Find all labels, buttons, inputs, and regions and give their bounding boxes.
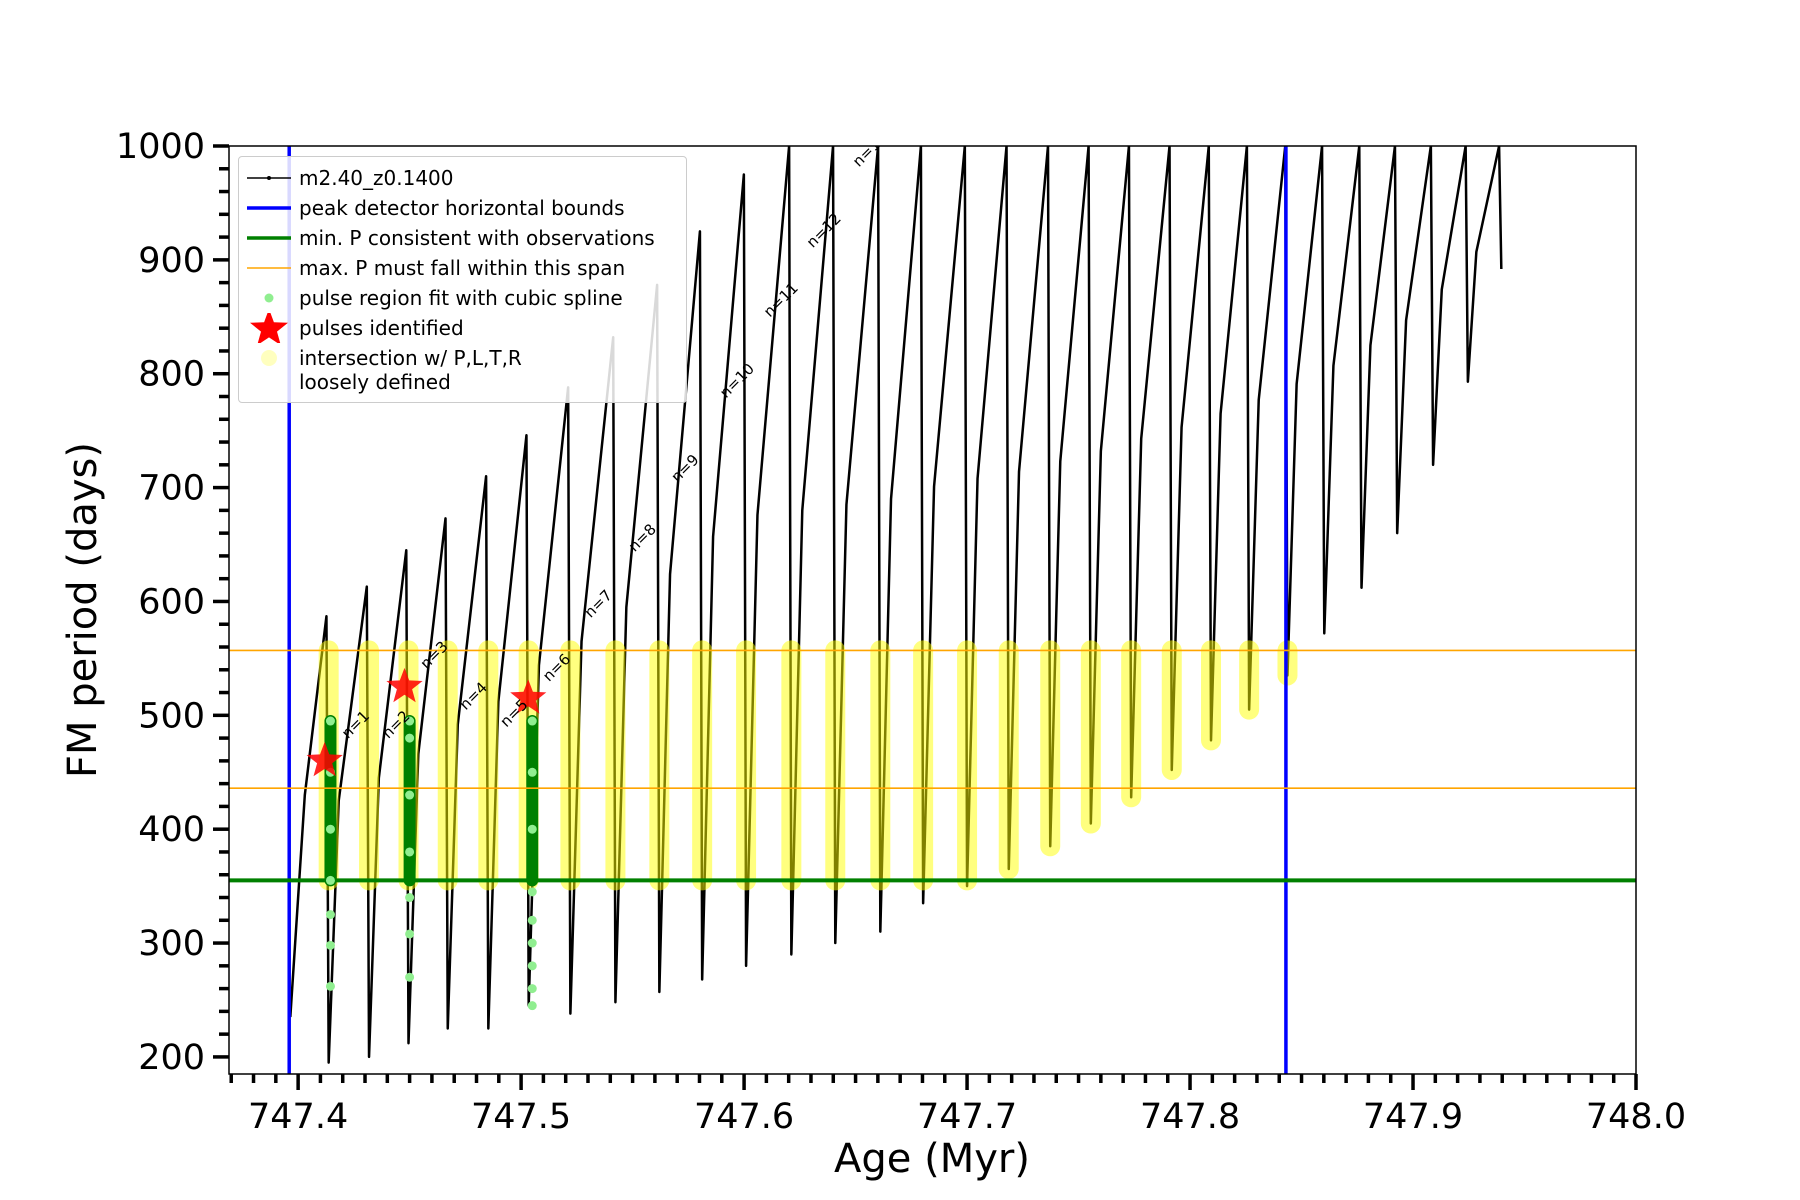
x-tick-label: 747.8 bbox=[1140, 1097, 1240, 1137]
spline-point bbox=[527, 716, 537, 726]
legend-marker bbox=[247, 206, 291, 210]
y-tick-label: 600 bbox=[138, 582, 205, 622]
pulse-star bbox=[510, 679, 547, 714]
spline-point bbox=[325, 875, 335, 885]
annotation: n=10 bbox=[716, 360, 758, 402]
spline-point bbox=[325, 716, 335, 726]
legend-label: pulse region fit with cubic spline bbox=[299, 286, 623, 310]
x-tick-label: 747.7 bbox=[917, 1097, 1017, 1137]
spline-point bbox=[527, 1001, 537, 1011]
data-line bbox=[289, 146, 1503, 1064]
spline-point bbox=[405, 972, 415, 982]
y-tick-label: 500 bbox=[138, 696, 205, 736]
legend-entry: pulses identified bbox=[239, 313, 686, 343]
axes-frame bbox=[228, 145, 1637, 1075]
y-tick-label: 300 bbox=[138, 924, 205, 964]
legend-symbol bbox=[264, 293, 274, 303]
legend-entry: min. P consistent with observations bbox=[239, 223, 686, 253]
legend-label: max. P must fall within this span bbox=[299, 256, 626, 280]
y-tick-label: 800 bbox=[138, 355, 205, 395]
legend-marker bbox=[247, 176, 291, 180]
y-tick-label: 400 bbox=[138, 810, 205, 850]
spline-point bbox=[325, 981, 335, 991]
legend-label: m2.40_z0.1400 bbox=[299, 166, 454, 190]
spline-point bbox=[527, 824, 537, 834]
legend-marker bbox=[247, 236, 291, 240]
spline-point bbox=[527, 915, 537, 925]
x-tick-label: 748.0 bbox=[1586, 1097, 1686, 1137]
legend-marker bbox=[250, 313, 288, 343]
legend-label: min. P consistent with observations bbox=[299, 226, 655, 250]
annotation: n=8 bbox=[625, 520, 660, 555]
legend-entry: m2.40_z0.1400 bbox=[239, 163, 686, 193]
spline-point bbox=[325, 940, 335, 950]
legend-entry: max. P must fall within this span bbox=[239, 253, 686, 283]
y-tick-label: 700 bbox=[138, 469, 205, 509]
spline-point bbox=[527, 984, 537, 994]
spline-point bbox=[405, 733, 415, 743]
y-tick-label: 1000 bbox=[116, 127, 205, 167]
y-tick-label: 900 bbox=[138, 241, 205, 281]
annotation: n=11 bbox=[760, 279, 802, 321]
x-tick-label: 747.9 bbox=[1363, 1097, 1463, 1137]
pulse-star bbox=[386, 667, 423, 703]
legend-label: peak detector horizontal bounds bbox=[299, 196, 625, 220]
x-tick-label: 747.6 bbox=[694, 1097, 794, 1137]
spline-point bbox=[405, 847, 415, 857]
x-tick-label: 747.5 bbox=[471, 1097, 571, 1137]
pulse-star bbox=[306, 741, 343, 777]
x-tick-label: 747.4 bbox=[248, 1097, 348, 1137]
legend-marker bbox=[264, 293, 274, 303]
spline-point bbox=[527, 938, 537, 948]
y-tick-label: 200 bbox=[138, 1038, 205, 1078]
legend-label: pulses identified bbox=[299, 316, 464, 340]
spline-point bbox=[405, 716, 415, 726]
spline-point bbox=[405, 893, 415, 903]
legend-marker bbox=[247, 267, 291, 269]
spline-point bbox=[325, 824, 335, 834]
spline-point bbox=[527, 961, 537, 971]
spline-point bbox=[527, 767, 537, 777]
y-axis-label: FM period (days) bbox=[60, 442, 106, 778]
legend-symbol bbox=[250, 313, 288, 343]
annotation: n=13 bbox=[849, 129, 891, 171]
legend-marker bbox=[261, 350, 277, 366]
spline-point bbox=[405, 790, 415, 800]
x-axis-label: Age (Myr) bbox=[834, 1136, 1030, 1182]
spline-point bbox=[325, 910, 335, 920]
legend-entry: pulse region fit with cubic spline bbox=[239, 283, 686, 313]
annotation: n=9 bbox=[668, 451, 703, 486]
legend-symbol bbox=[261, 350, 277, 366]
legend-entry: intersection w/ P,L,T,R loosely defined bbox=[239, 343, 686, 394]
legend-entry: peak detector horizontal bounds bbox=[239, 193, 686, 223]
legend-label: intersection w/ P,L,T,R loosely defined bbox=[299, 346, 522, 394]
spline-point bbox=[405, 929, 415, 939]
spline-point bbox=[527, 887, 537, 897]
legend-symbol bbox=[267, 176, 271, 180]
